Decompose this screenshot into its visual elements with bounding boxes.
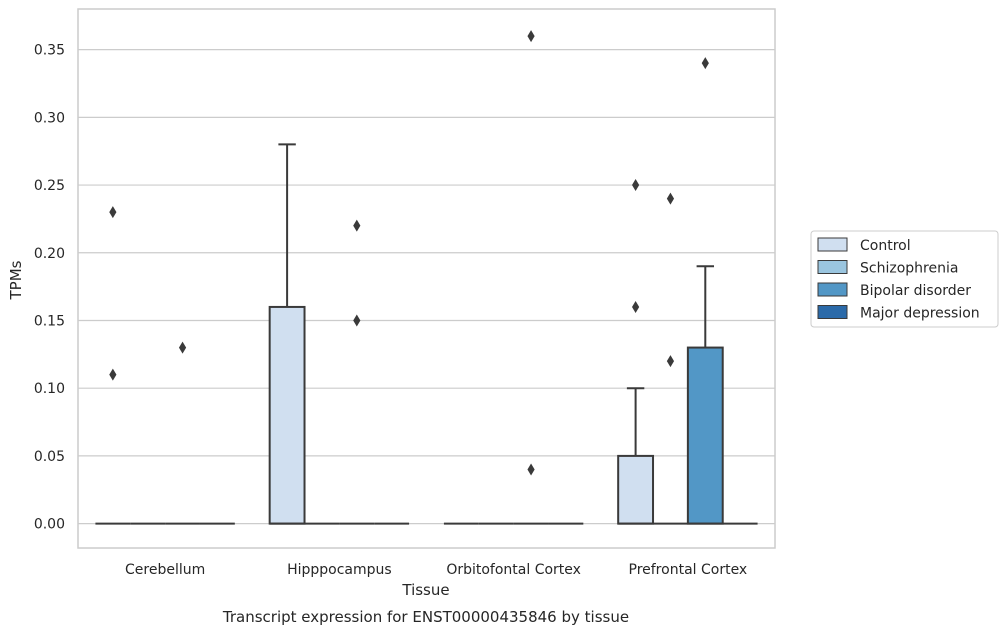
legend-label: Major depression (860, 306, 980, 322)
box-3-2 (686, 57, 724, 525)
legend-frame (810, 230, 999, 328)
y-tick-label: 0.15 (34, 313, 65, 329)
outlier-point (701, 57, 709, 70)
x-tick-label: Hipppocampus (287, 562, 392, 578)
box-1-2 (339, 219, 375, 525)
outlier-point (666, 355, 675, 368)
y-tick-label: 0.30 (34, 110, 65, 126)
y-tick-label: 0.20 (34, 246, 65, 262)
marks-layer (95, 30, 758, 525)
outlier-point (353, 314, 361, 327)
y-tick-label: 0.05 (34, 449, 65, 465)
box-body (268, 305, 306, 525)
box-1-0 (268, 143, 306, 525)
legend-swatch (817, 260, 848, 274)
x-tick-label: Prefrontal Cortex (629, 562, 748, 578)
legend-swatch (817, 237, 848, 252)
chart-caption: Transcript expression for ENST0000043584… (222, 608, 629, 626)
box-0-2 (165, 341, 200, 525)
legend-label: Control (860, 238, 911, 254)
y-tick-label: 0.10 (34, 381, 65, 397)
box-3-1 (653, 192, 688, 525)
legend-swatch (817, 305, 848, 319)
box-0-0 (95, 206, 131, 525)
box-body (686, 346, 724, 525)
grid-layer (78, 49, 775, 525)
box-body (617, 454, 655, 525)
outlier-point (666, 192, 675, 205)
legend-label: Schizophrenia (860, 261, 958, 277)
outlier-point (632, 300, 640, 313)
plot-frame (77, 8, 776, 549)
outlier-point (109, 206, 117, 219)
x-tick-label: Cerebellum (125, 562, 205, 578)
legend-label: Bipolar disorder (860, 283, 971, 299)
y-tick-label: 0.00 (34, 517, 65, 533)
y-tick-label: 0.25 (34, 178, 65, 194)
outlier-point (109, 368, 117, 381)
y-tick-label: 0.35 (34, 43, 65, 59)
x-tick-label: Orbitofontal Cortex (446, 562, 581, 578)
x-axis-label: Tissue (401, 581, 449, 599)
box-2-2 (513, 30, 549, 525)
axes-layer: 0.00 0.05 0.10 0.15 0.20 0.25 0.30 0.35 Cerebell… (34, 8, 776, 578)
legend-swatch (817, 282, 848, 297)
y-axis-label: TPMs (7, 260, 25, 300)
box-3-0 (617, 179, 655, 525)
outlier-point (632, 179, 640, 192)
outlier-point (527, 463, 535, 476)
outlier-point (178, 341, 187, 354)
outlier-point (527, 30, 535, 43)
legend: Control Schizophrenia Bipolar disorder Majo… (810, 230, 999, 328)
outlier-point (353, 219, 361, 232)
